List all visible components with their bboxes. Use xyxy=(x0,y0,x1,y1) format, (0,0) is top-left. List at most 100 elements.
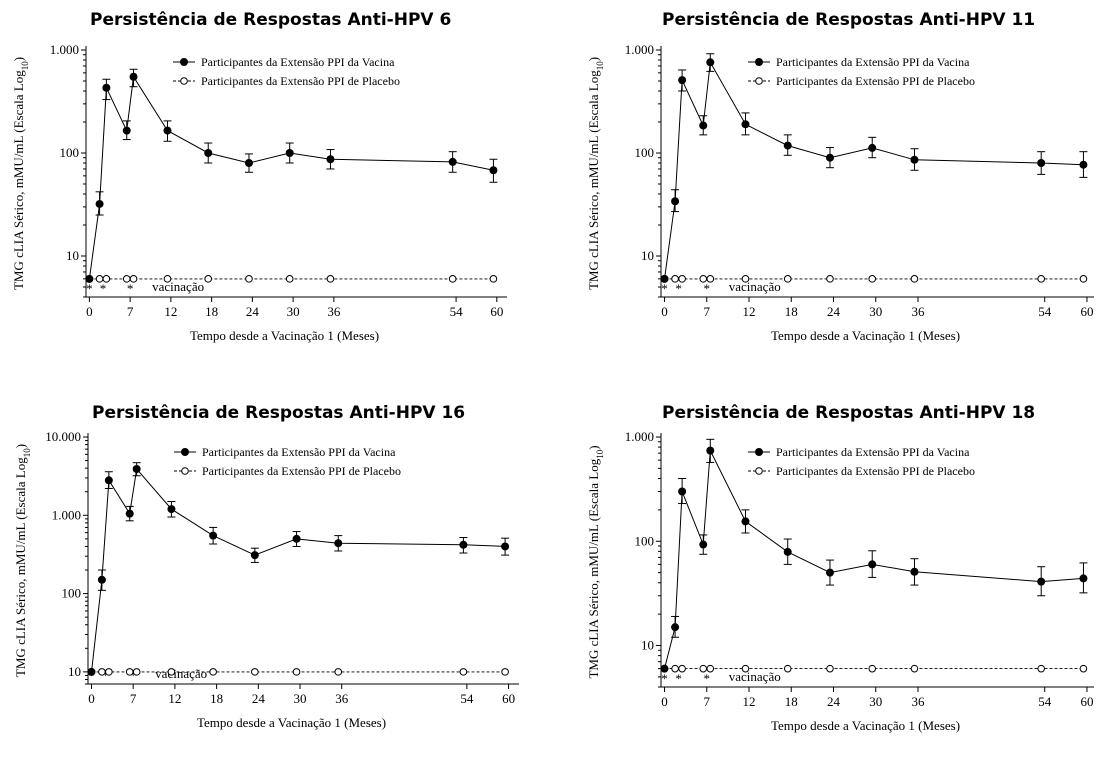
vaccine-point xyxy=(910,155,919,164)
placebo-point xyxy=(122,275,131,283)
placebo-point xyxy=(102,275,111,283)
x-tick-label: 0 xyxy=(88,691,95,706)
placebo-point xyxy=(489,275,498,283)
chart-panel-4: Persistência de Respostas Anti-HPV 18 10 1… xyxy=(586,403,1094,733)
x-tick-label: 12 xyxy=(743,304,756,319)
x-tick-label: 54 xyxy=(460,691,474,706)
placebo-point xyxy=(163,275,172,283)
x-tick-label: 24 xyxy=(827,304,841,319)
x-tick-label: 18 xyxy=(785,694,798,709)
x-tick-label: 60 xyxy=(1080,304,1093,319)
x-tick-label: 7 xyxy=(127,304,134,319)
x-axis-label: Tempo desde a Vacinação 1 (Meses) xyxy=(190,328,379,343)
placebo-point xyxy=(448,275,457,283)
vaccination-label: vacinação xyxy=(152,279,204,294)
x-tick-label: 36 xyxy=(911,694,925,709)
chart-title: Persistência de Respostas Anti-HPV 11 xyxy=(662,10,1035,30)
vaccine-point xyxy=(209,531,218,540)
placebo-point xyxy=(783,275,792,283)
x-tick-label: 30 xyxy=(287,304,300,319)
y-axis-label: TMG cLIA Sérico, mMU/mL (Escala Log10) xyxy=(586,57,605,290)
vaccine-point xyxy=(825,153,834,162)
vaccine-point xyxy=(204,149,213,158)
vaccine-point xyxy=(741,120,750,129)
placebo-point xyxy=(741,664,750,673)
vaccine-point xyxy=(1079,160,1088,169)
x-tick-label: 0 xyxy=(661,304,668,319)
vaccine-point xyxy=(699,121,708,130)
x-tick-label: 30 xyxy=(869,304,882,319)
vaccination-asterisk: * xyxy=(704,671,711,686)
x-tick-label: 0 xyxy=(86,304,93,319)
y-axis-label-main: TMG cLIA Sérico, mMU/mL (Escala Log xyxy=(586,70,601,290)
vaccine-point xyxy=(334,539,343,548)
vaccine-point xyxy=(122,126,131,135)
x-tick-label: 18 xyxy=(210,691,223,706)
vaccination-asterisk: * xyxy=(661,281,668,296)
placebo-point xyxy=(459,668,468,676)
placebo-point xyxy=(245,275,253,283)
placebo-point xyxy=(132,668,141,676)
x-axis-label: Tempo desde a Vacinação 1 (Meses) xyxy=(197,715,386,730)
vaccine-point xyxy=(783,141,792,150)
vaccine-point xyxy=(326,155,335,164)
vaccine-point xyxy=(1037,577,1046,586)
x-tick-label: 24 xyxy=(246,304,260,319)
x-tick-label: 18 xyxy=(205,304,218,319)
placebo-point xyxy=(826,275,834,283)
vaccine-point xyxy=(85,274,94,283)
placebo-point xyxy=(868,275,877,283)
vaccine-point xyxy=(125,509,134,518)
y-axis-label: TMG cLIA Sérico, mMU/mL (Escala Log10) xyxy=(586,445,605,678)
vaccine-point xyxy=(868,143,877,152)
y-tick-label: 1.000 xyxy=(50,42,79,57)
vaccine-point xyxy=(129,72,138,81)
placebo-point xyxy=(699,664,708,673)
y-axis-label-end: ) xyxy=(586,57,601,61)
chart-panel-1: Persistência de Respostas Anti-HPV 6 10 10… xyxy=(11,10,507,343)
placebo-point xyxy=(1079,275,1088,283)
x-tick-label: 24 xyxy=(252,691,266,706)
legend-vaccine-label: Participantes da Extensão PPI da Vacina xyxy=(776,445,970,459)
placebo-point xyxy=(783,664,792,673)
placebo-point xyxy=(105,668,113,676)
chart-panel-2: Persistência de Respostas Anti-HPV 11 10 1… xyxy=(586,10,1094,343)
vaccine-point xyxy=(244,158,253,167)
x-tick-label: 7 xyxy=(130,691,137,706)
y-tick-label: 10 xyxy=(641,248,654,263)
y-axis-label-subscript: 10 xyxy=(20,61,30,71)
y-axis-label: TMG cLIA Sérico, mMU/mL (Escala Log10) xyxy=(13,444,32,677)
x-tick-label: 30 xyxy=(294,691,307,706)
legend-placebo-label: Participantes da Extensão PPI de Placebo xyxy=(776,74,975,88)
vaccine-point xyxy=(292,534,301,543)
chart-panel-3: Persistência de Respostas Anti-HPV 16 10 1… xyxy=(13,403,519,730)
legend-vaccine-label: Participantes da Extensão PPI da Vacina xyxy=(201,55,395,69)
vaccine-point xyxy=(671,623,680,632)
placebo-point xyxy=(1079,664,1088,673)
y-axis-label-subscript: 10 xyxy=(595,449,605,459)
placebo-point xyxy=(678,664,686,673)
placebo-point xyxy=(910,275,919,283)
vaccine-point xyxy=(910,567,919,576)
legend-vaccine-marker xyxy=(755,58,763,66)
vaccination-label: vacinação xyxy=(729,279,781,294)
vaccination-asterisk: * xyxy=(102,668,109,683)
x-tick-label: 12 xyxy=(743,694,756,709)
vaccine-point xyxy=(660,274,669,283)
y-axis-label-main: TMG cLIA Sérico, mMU/mL (Escala Log xyxy=(13,457,28,677)
placebo-point xyxy=(326,275,335,283)
y-tick-label: 1.000 xyxy=(625,429,654,444)
vaccine-point xyxy=(95,199,104,208)
x-tick-label: 0 xyxy=(661,694,668,709)
legend-vaccine-marker xyxy=(180,58,188,66)
y-tick-label: 100 xyxy=(635,533,655,548)
placebo-point xyxy=(868,664,877,673)
placebo-point xyxy=(251,668,259,676)
x-tick-label: 18 xyxy=(785,304,798,319)
legend-placebo-marker xyxy=(755,77,763,85)
placebo-point xyxy=(671,664,679,673)
legend-placebo-label: Participantes da Extensão PPI de Placebo xyxy=(776,464,975,478)
vaccine-point xyxy=(678,487,687,496)
x-tick-label: 60 xyxy=(502,691,515,706)
y-tick-label: 100 xyxy=(62,586,82,601)
